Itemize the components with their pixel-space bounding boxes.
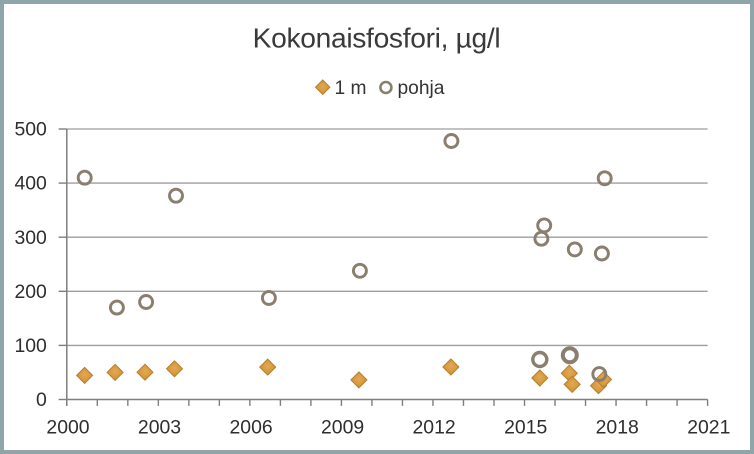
svg-text:1 m: 1 m [335, 78, 367, 99]
svg-text:200: 200 [14, 281, 47, 303]
svg-text:2015: 2015 [504, 417, 547, 439]
svg-text:2000: 2000 [46, 417, 89, 439]
svg-text:500: 500 [14, 119, 47, 141]
svg-text:2021: 2021 [687, 417, 730, 439]
svg-text:0: 0 [36, 389, 47, 411]
svg-text:Kokonaisfosfori, µg/l: Kokonaisfosfori, µg/l [253, 21, 501, 53]
svg-text:2006: 2006 [230, 417, 273, 439]
svg-text:100: 100 [14, 335, 47, 357]
svg-text:2012: 2012 [413, 417, 456, 439]
svg-text:2018: 2018 [596, 417, 639, 439]
svg-text:2009: 2009 [321, 417, 364, 439]
svg-text:2003: 2003 [138, 417, 181, 439]
svg-text:pohja: pohja [398, 78, 445, 99]
svg-text:300: 300 [14, 227, 47, 249]
svg-text:400: 400 [14, 173, 47, 195]
